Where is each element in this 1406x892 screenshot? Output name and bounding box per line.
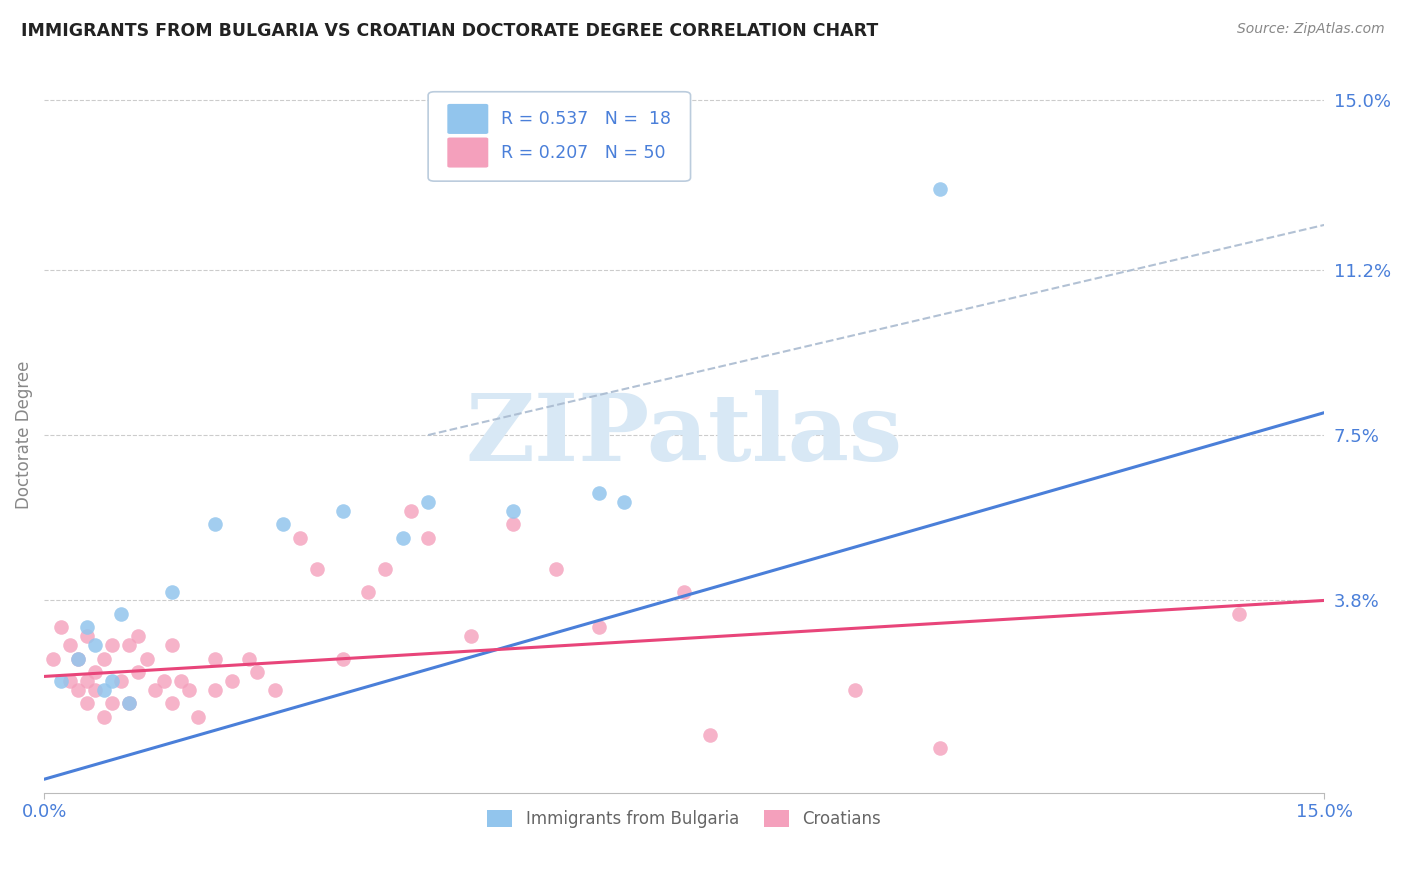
Point <box>76 629 98 643</box>
Point <box>1227 607 1250 621</box>
Point <box>332 504 354 518</box>
Point <box>118 696 141 710</box>
Point <box>546 562 568 576</box>
Point <box>357 584 380 599</box>
Point <box>391 531 413 545</box>
Point <box>93 651 115 665</box>
FancyBboxPatch shape <box>447 137 488 168</box>
Point <box>41 651 63 665</box>
Point <box>204 651 226 665</box>
Point <box>844 682 866 697</box>
Point <box>221 673 243 688</box>
Point <box>204 517 226 532</box>
Point <box>460 629 482 643</box>
Point <box>929 182 952 196</box>
FancyBboxPatch shape <box>447 103 488 134</box>
Point <box>84 682 107 697</box>
Text: R = 0.537   N =  18: R = 0.537 N = 18 <box>501 110 671 128</box>
Point <box>76 673 98 688</box>
Text: IMMIGRANTS FROM BULGARIA VS CROATIAN DOCTORATE DEGREE CORRELATION CHART: IMMIGRANTS FROM BULGARIA VS CROATIAN DOC… <box>21 22 879 40</box>
Point <box>59 638 82 652</box>
Point <box>51 673 73 688</box>
Legend: Immigrants from Bulgaria, Croatians: Immigrants from Bulgaria, Croatians <box>481 803 887 834</box>
Point <box>143 682 166 697</box>
Point <box>179 682 201 697</box>
Point <box>110 673 132 688</box>
Point <box>374 562 396 576</box>
Point <box>288 531 311 545</box>
Point <box>699 727 721 741</box>
Point <box>84 665 107 679</box>
Text: R = 0.207   N = 50: R = 0.207 N = 50 <box>501 144 665 161</box>
Text: Source: ZipAtlas.com: Source: ZipAtlas.com <box>1237 22 1385 37</box>
Point <box>67 682 90 697</box>
Point <box>101 638 124 652</box>
FancyBboxPatch shape <box>427 92 690 181</box>
Point <box>152 673 174 688</box>
Point <box>204 682 226 697</box>
Point <box>246 665 269 679</box>
Point <box>271 517 294 532</box>
Point <box>135 651 157 665</box>
Point <box>160 638 183 652</box>
Point <box>169 673 191 688</box>
Text: ZIPatlas: ZIPatlas <box>465 390 903 480</box>
Point <box>93 682 115 697</box>
Point <box>84 638 107 652</box>
Point <box>588 486 610 500</box>
Point <box>613 495 636 509</box>
Point <box>118 638 141 652</box>
Point <box>187 709 209 723</box>
Point <box>332 651 354 665</box>
Point <box>673 584 696 599</box>
Point <box>76 620 98 634</box>
Point <box>101 673 124 688</box>
Point <box>416 531 439 545</box>
Point <box>101 696 124 710</box>
Point <box>263 682 285 697</box>
Point <box>51 620 73 634</box>
Y-axis label: Doctorate Degree: Doctorate Degree <box>15 361 32 509</box>
Point <box>127 629 149 643</box>
Point <box>127 665 149 679</box>
Point <box>67 651 90 665</box>
Point <box>238 651 260 665</box>
Point <box>59 673 82 688</box>
Point <box>110 607 132 621</box>
Point <box>160 696 183 710</box>
Point <box>67 651 90 665</box>
Point <box>502 517 524 532</box>
Point <box>160 584 183 599</box>
Point <box>93 709 115 723</box>
Point <box>929 741 952 756</box>
Point <box>118 696 141 710</box>
Point <box>502 504 524 518</box>
Point <box>416 495 439 509</box>
Point <box>307 562 329 576</box>
Point <box>588 620 610 634</box>
Point <box>399 504 422 518</box>
Point <box>76 696 98 710</box>
